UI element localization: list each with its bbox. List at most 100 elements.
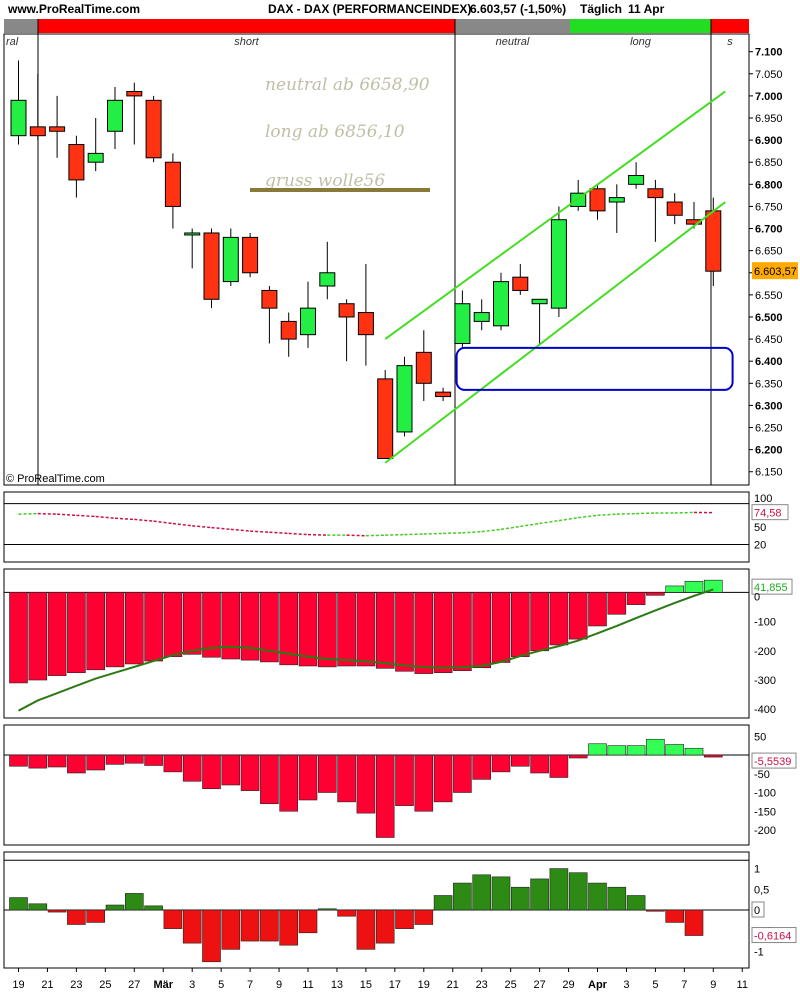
annotation-signature: gruss wolle56 <box>265 171 385 191</box>
candle <box>415 351 432 384</box>
oscillator-line-segment <box>95 515 116 519</box>
momentum-bar <box>530 754 549 774</box>
oscillator-line-segment <box>423 532 444 535</box>
price-tick-label: 6.350 <box>755 378 783 390</box>
trend-bar <box>125 893 144 911</box>
x-tick-label: 23 <box>476 979 488 991</box>
histogram-tick-label: -100 <box>754 617 776 629</box>
momentum-bar <box>105 754 125 765</box>
x-tick-label: 9 <box>276 979 282 991</box>
trend-bar <box>549 868 569 911</box>
price-tick-label: 6.550 <box>755 290 783 302</box>
oscillator-line-segment <box>250 530 270 533</box>
trend-channel-line <box>384 201 726 464</box>
oscillator-line-segment <box>346 534 366 537</box>
histogram-bar <box>472 592 492 669</box>
trend-bar <box>510 886 530 911</box>
histogram-bar <box>221 592 241 660</box>
x-tick-label: 27 <box>533 979 545 991</box>
candle <box>184 232 201 236</box>
oscillator-line-segment <box>288 532 309 536</box>
histogram-bar <box>86 592 105 671</box>
trend-zero-label: 0 <box>754 905 760 917</box>
candle <box>666 201 683 216</box>
momentum-bar <box>665 744 685 756</box>
trend-bar <box>626 895 646 911</box>
trend-bar <box>491 876 511 911</box>
candle <box>145 99 162 159</box>
price-tick-label: 7.000 <box>755 91 783 103</box>
momentum-bar <box>588 743 607 756</box>
trend-bar <box>260 909 279 942</box>
trend-bar <box>47 909 67 913</box>
price-tick-label: 6.850 <box>755 157 783 169</box>
oscillator-line-segment <box>76 514 96 518</box>
momentum-bar <box>568 754 588 759</box>
momentum-bar <box>433 754 453 803</box>
oscillator-line-segment <box>192 525 212 529</box>
oscillator-line-segment <box>674 511 695 514</box>
x-tick-label: 7 <box>247 979 253 991</box>
x-tick-label: 19 <box>12 979 24 991</box>
momentum-bar <box>240 754 260 791</box>
price-panel-frame <box>3 33 750 486</box>
trend-bar <box>588 882 607 911</box>
candle <box>473 312 490 322</box>
momentum-bar <box>221 754 241 786</box>
oscillator-line-segment <box>558 516 579 522</box>
momentum-bar <box>202 754 221 790</box>
trend-bar <box>105 904 125 911</box>
header-date: 11 Apr <box>628 2 665 16</box>
trend-last-label: -0,6164 <box>754 931 791 943</box>
price-tick-label: 7.050 <box>755 69 783 81</box>
histogram-bar <box>9 592 28 684</box>
trend-bar <box>472 874 492 911</box>
candle <box>377 378 394 459</box>
trend-bar <box>144 905 163 911</box>
annotation-long: long ab 6856,10 <box>265 122 405 142</box>
trend-bar <box>9 897 28 911</box>
signal-band-short <box>38 19 455 33</box>
price-tick-label: 6.900 <box>755 135 783 147</box>
trend-bar <box>317 908 337 911</box>
momentum-bar <box>67 754 86 774</box>
candle <box>686 219 702 225</box>
x-tick-label: 27 <box>128 979 140 991</box>
signal-label-neutral: neutral <box>496 36 530 48</box>
oscillator-value-box <box>751 504 789 521</box>
histogram-bar <box>395 592 414 672</box>
price-tick-label: 6.450 <box>755 334 783 346</box>
oscillator-line-segment <box>385 533 405 536</box>
histogram-bar <box>588 592 607 627</box>
signal-label-long: long <box>630 36 652 48</box>
histogram-bar <box>298 592 318 667</box>
trend-bar <box>163 909 183 929</box>
momentum-bar <box>317 754 337 793</box>
momentum-bar <box>47 754 67 768</box>
oscillator-line-segment <box>597 513 617 517</box>
oscillator-line-segment <box>578 514 598 519</box>
oscillator-line-segment <box>57 513 77 517</box>
oscillator-line-segment <box>443 532 463 535</box>
candle <box>357 312 374 336</box>
oscillator-line-segment <box>520 522 540 528</box>
histogram-bar <box>163 592 183 657</box>
site-url[interactable]: www.ProRealTime.com <box>8 2 141 16</box>
trend-tick-label: 1 <box>754 864 760 876</box>
signal-band-neutral <box>455 19 570 33</box>
signal-label-short: short <box>234 36 259 48</box>
signal-band-long <box>570 19 711 33</box>
trend-bar <box>568 872 588 911</box>
candle <box>49 126 66 132</box>
histogram-bar <box>414 592 434 674</box>
x-tick-label: 3 <box>189 979 195 991</box>
histogram-zero-label: 0 <box>754 591 760 603</box>
histogram-bar <box>356 592 376 667</box>
momentum-bar <box>414 754 434 812</box>
trend-value-box <box>751 927 797 944</box>
histogram-bar <box>47 592 67 676</box>
trend-bar <box>607 886 627 911</box>
x-tick-label: 7 <box>681 979 687 991</box>
trend-tick-label: 0,5 <box>754 884 769 896</box>
